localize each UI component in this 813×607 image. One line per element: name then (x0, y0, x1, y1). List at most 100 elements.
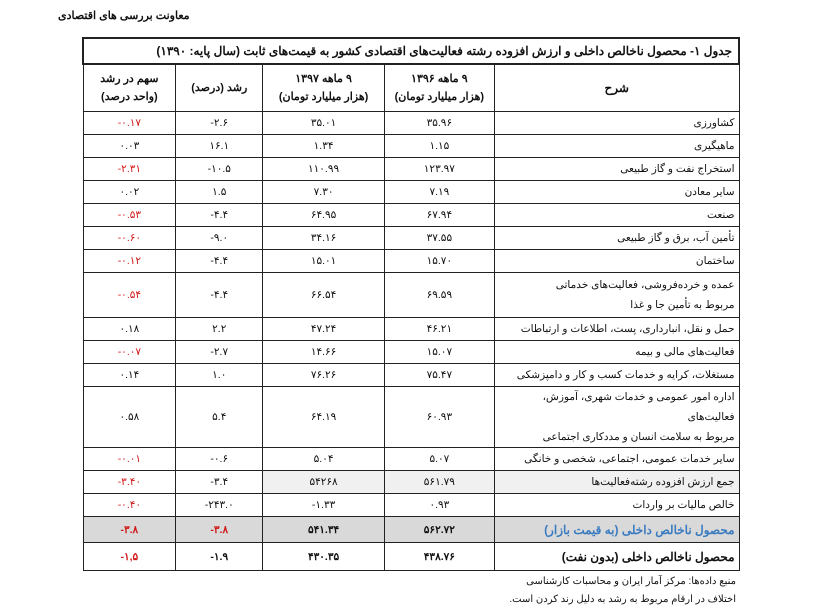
table-row: صنعت ۶۷.۹۴ ۶۴.۹۵ -۴.۴ -۰.۵۳ (82, 203, 740, 227)
value-1397: -۱.۳۳ (262, 493, 385, 517)
row-desc: ماهیگیری (493, 134, 740, 158)
share-value: -۰.۵۴ (82, 272, 177, 318)
share-value: -۰.۰۱ (82, 447, 177, 471)
row-desc: استخراج نفت و گاز طبیعی (493, 157, 740, 181)
growth-value: -۳.۴ (175, 470, 264, 494)
growth-value: -۴.۴ (175, 272, 264, 318)
value-1396: ۳۷.۵۵ (383, 226, 495, 250)
organization-header: معاونت بررسی های اقتصادی (58, 10, 190, 22)
table-row: سایر معادن ۷.۱۹ ۷.۳۰ ۱.۵ ۰.۰۲ (82, 180, 740, 204)
col-header-growth: رشد (درصد) (175, 63, 264, 112)
table-row: محصول ناخالص داخلی (بدون نفت) ۴۳۸.۷۶ ۴۳۰.۳… (82, 542, 740, 571)
value-1397: ۵۴۱.۳۴ (262, 516, 385, 543)
col-header-desc: شرح (493, 63, 740, 112)
table-row: جمع ارزش افزوده رشته‌فعالیت‌ها ۵۶۱.۷۹ ۵۴۲۶… (82, 470, 740, 494)
value-1397: ۶۴.۱۹ (262, 386, 385, 448)
row-desc: مستغلات، کرایه و خدمات کسب و کار و دامپز… (493, 363, 740, 387)
row-desc: جمع ارزش افزوده رشته‌فعالیت‌ها (493, 470, 740, 494)
share-value: ۰.۰۲ (82, 180, 177, 204)
share-value: -۰.۱۲ (82, 249, 177, 273)
table-row: خالص مالیات بر واردات ۰.۹۳ -۱.۳۳ -۲۴۳.۰ -۰.۴… (82, 493, 740, 517)
value-1397: ۵۴۲۶۸ (262, 470, 385, 494)
share-value: -۰.۶۰ (82, 226, 177, 250)
growth-value: -۲.۷ (175, 340, 264, 364)
value-1396: ۱۲۳.۹۷ (383, 157, 495, 181)
gdp-table: جدول ۱- محصول ناخالص داخلی و ارزش افزوده… (82, 37, 740, 571)
value-1397: ۱۱۰.۹۹ (262, 157, 385, 181)
value-1397: ۳۴.۱۶ (262, 226, 385, 250)
source-note: منبع داده‌ها: مرکز آمار ایران و محاسبات … (526, 576, 736, 587)
share-value: -۰.۴۰ (82, 493, 177, 517)
value-1397: ۷.۳۰ (262, 180, 385, 204)
row-desc: محصول ناخالص داخلی (بدون نفت) (493, 542, 740, 571)
col-header-1397: ۹ ماهه ۱۳۹۷ (هزار میلیارد تومان) (262, 63, 385, 112)
table-section: جدول ۱- محصول ناخالص داخلی و ارزش افزوده… (82, 37, 740, 607)
table-row: سایر خدمات عمومی، اجتماعی، شخصی و خانگی ۵… (82, 447, 740, 471)
table-row: استخراج نفت و گاز طبیعی ۱۲۳.۹۷ ۱۱۰.۹۹ -۱۰.۵… (82, 157, 740, 181)
row-desc: تأمین آب، برق و گاز طبیعی (493, 226, 740, 250)
value-1396: ۷۵.۴۷ (383, 363, 495, 387)
growth-value: ۱۶.۱ (175, 134, 264, 158)
growth-value: -۰.۶ (175, 447, 264, 471)
growth-value: ۵.۴ (175, 386, 264, 448)
growth-value: -۴.۴ (175, 249, 264, 273)
value-1397: ۴۳۰.۳۵ (262, 542, 385, 571)
growth-value: -۱۰.۵ (175, 157, 264, 181)
value-1396: ۷.۱۹ (383, 180, 495, 204)
value-1396: ۵.۰۷ (383, 447, 495, 471)
growth-value: -۲.۶ (175, 111, 264, 135)
row-desc: اداره امور عمومی و خدمات شهری، آموزش، فع… (493, 386, 740, 448)
value-1397: ۱۴.۶۶ (262, 340, 385, 364)
col-header-share: سهم در رشد (واحد درصد) (82, 63, 177, 112)
value-1397: ۱۵.۰۱ (262, 249, 385, 273)
table-header: شرح ۹ ماهه ۱۳۹۶ (هزار میلیارد تومان) ۹ ما… (82, 63, 740, 112)
growth-value: -۱.۹ (175, 542, 264, 571)
row-desc: فعالیت‌های مالی و بیمه (493, 340, 740, 364)
table-row: اداره امور عمومی و خدمات شهری، آموزش، فع… (82, 386, 740, 448)
table-row: عمده و خرده‌فروشی، فعالیت‌های خدماتی مربو… (82, 272, 740, 318)
table-row: ساختمان ۱۵.۷۰ ۱۵.۰۱ -۴.۴ -۰.۱۲ (82, 249, 740, 273)
row-desc: سایر معادن (493, 180, 740, 204)
row-desc: حمل و نقل، انبارداری، پست، اطلاعات و ارت… (493, 317, 740, 341)
growth-value: -۳.۸ (175, 516, 264, 543)
value-1396: ۱.۱۵ (383, 134, 495, 158)
growth-value: -۲۴۳.۰ (175, 493, 264, 517)
value-1397: ۶۴.۹۵ (262, 203, 385, 227)
table-row: فعالیت‌های مالی و بیمه ۱۵.۰۷ ۱۴.۶۶ -۲.۷ -۰.۰… (82, 340, 740, 364)
value-1396: ۶۷.۹۴ (383, 203, 495, 227)
value-1396: ۶۹.۵۹ (383, 272, 495, 318)
value-1397: ۷۶.۲۶ (262, 363, 385, 387)
value-1396: ۶۰.۹۳ (383, 386, 495, 448)
row-desc: صنعت (493, 203, 740, 227)
row-desc: کشاورزی (493, 111, 740, 135)
value-1396: ۱۵.۰۷ (383, 340, 495, 364)
value-1397: ۱.۳۴ (262, 134, 385, 158)
value-1396: ۵۶۱.۷۹ (383, 470, 495, 494)
value-1396: ۴۳۸.۷۶ (383, 542, 495, 571)
value-1396: ۴۶.۲۱ (383, 317, 495, 341)
table-title: جدول ۱- محصول ناخالص داخلی و ارزش افزوده… (82, 37, 740, 65)
value-1396: ۵۶۲.۷۲ (383, 516, 495, 543)
value-1396: ۱۵.۷۰ (383, 249, 495, 273)
row-desc: محصول ناخالص داخلی (به قیمت بازار) (493, 516, 740, 543)
share-value: -۲.۳۱ (82, 157, 177, 181)
table-row: حمل و نقل، انبارداری، پست، اطلاعات و ارت… (82, 317, 740, 341)
table-row: مستغلات، کرایه و خدمات کسب و کار و دامپز… (82, 363, 740, 387)
share-value: -۰.۱۷ (82, 111, 177, 135)
col-header-1396: ۹ ماهه ۱۳۹۶ (هزار میلیارد تومان) (383, 63, 495, 112)
share-value: ۰.۱۸ (82, 317, 177, 341)
value-1396: ۳۵.۹۶ (383, 111, 495, 135)
row-desc: عمده و خرده‌فروشی، فعالیت‌های خدماتی مربو… (493, 272, 740, 318)
share-value: -۳.۴۰ (82, 470, 177, 494)
table-row: محصول ناخالص داخلی (به قیمت بازار) ۵۶۲.۷۲… (82, 516, 740, 543)
share-value: ۰.۵۸ (82, 386, 177, 448)
growth-value: ۱.۵ (175, 180, 264, 204)
table-row: ماهیگیری ۱.۱۵ ۱.۳۴ ۱۶.۱ ۰.۰۳ (82, 134, 740, 158)
share-value: -۳.۸ (82, 516, 177, 543)
value-1397: ۵.۰۴ (262, 447, 385, 471)
share-value: -۰.۵۳ (82, 203, 177, 227)
table-row: تأمین آب، برق و گاز طبیعی ۳۷.۵۵ ۳۴.۱۶ -۹.۰-… (82, 226, 740, 250)
share-value: -۰.۰۷ (82, 340, 177, 364)
share-value: ۰.۰۳ (82, 134, 177, 158)
share-value: ۰.۱۴ (82, 363, 177, 387)
